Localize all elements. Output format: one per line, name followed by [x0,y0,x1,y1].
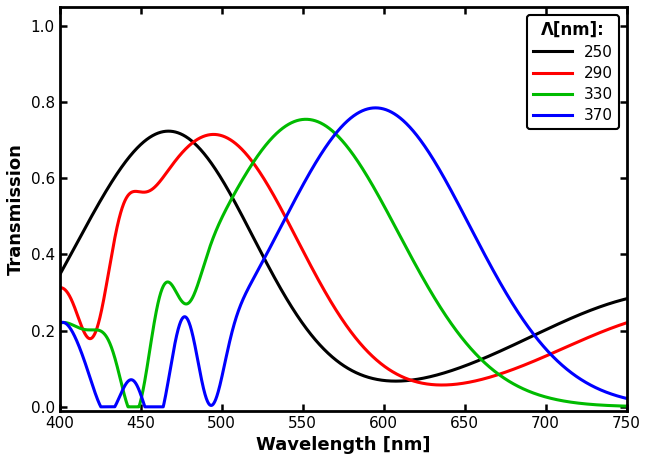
290 [209,132,217,137]
250 [298,319,306,325]
370 [121,384,128,389]
370 [56,321,64,326]
370 [97,404,105,409]
330 [302,117,310,122]
250 [154,130,162,136]
290 [154,181,162,187]
290 [438,382,446,388]
290 [551,349,559,355]
330 [298,117,306,122]
370 [298,184,306,190]
250 [165,128,172,134]
330 [154,300,162,306]
330 [273,130,281,136]
370 [154,404,162,409]
Line: 330: 330 [60,119,627,407]
330 [121,392,128,397]
250 [623,296,631,301]
290 [612,324,619,329]
250 [121,161,128,166]
290 [56,285,64,290]
Line: 290: 290 [60,135,627,385]
370 [273,231,281,236]
370 [372,105,380,111]
Line: 370: 370 [60,108,627,407]
330 [623,403,631,409]
330 [612,403,619,408]
Legend: 250, 290, 330, 370: 250, 290, 330, 370 [527,15,619,129]
290 [623,320,631,325]
290 [273,199,281,204]
Line: 250: 250 [60,131,627,381]
290 [121,200,128,205]
250 [56,272,64,278]
X-axis label: Wavelength [nm]: Wavelength [nm] [256,436,430,454]
250 [392,378,400,384]
370 [623,396,631,401]
250 [551,323,559,328]
330 [551,396,559,402]
370 [551,355,559,361]
Y-axis label: Transmission: Transmission [7,143,25,275]
290 [298,246,306,251]
330 [124,404,132,409]
250 [273,280,281,285]
250 [612,299,619,304]
370 [612,393,619,398]
330 [56,320,64,326]
